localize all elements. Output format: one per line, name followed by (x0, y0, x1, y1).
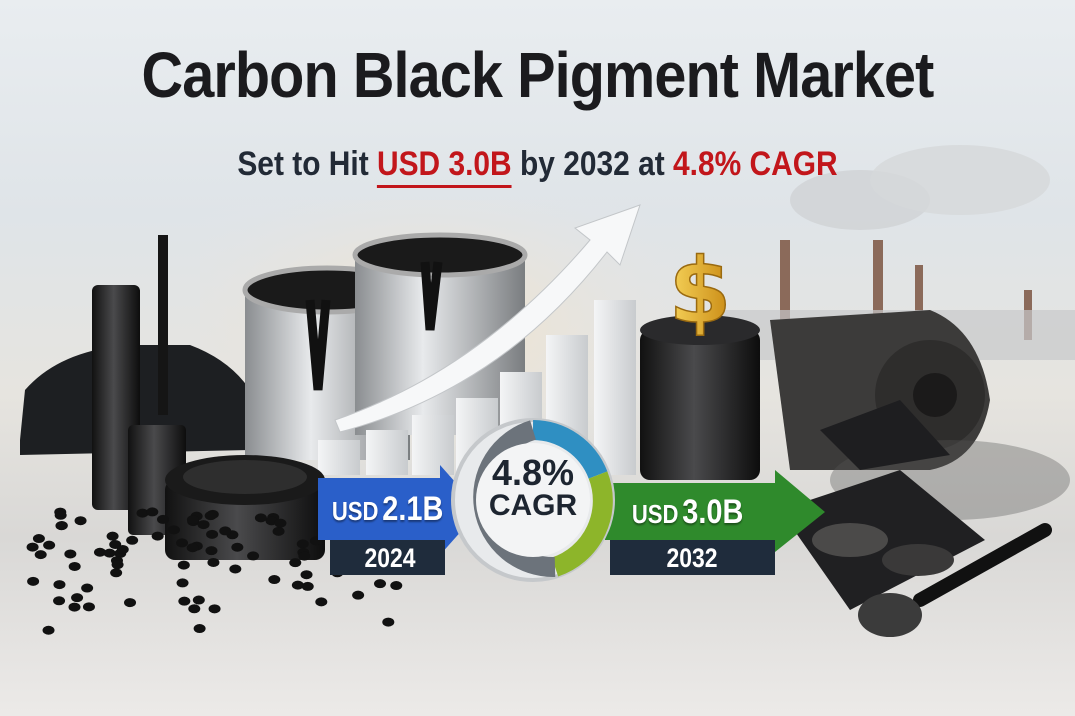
carbon-pellet (390, 581, 403, 591)
start-arrow (318, 465, 480, 555)
carbon-pellet (27, 576, 40, 586)
carbon-pellet (26, 542, 39, 552)
dollar-sign-icon: $ (669, 239, 732, 344)
start-amount: 2.1B (382, 490, 444, 528)
subtitle-cagr: 4.8% CAGR (673, 145, 838, 183)
cagr-label: CAGR (488, 489, 578, 522)
carbon-pellet (68, 602, 81, 612)
carbon-pellet (156, 514, 169, 524)
carbon-pellet (55, 521, 68, 531)
carbon-pellet (206, 529, 219, 539)
carbon-pellet (193, 624, 206, 634)
carbon-pellet (374, 579, 387, 589)
carbon-pellet (82, 602, 95, 612)
carbon-pellet (106, 531, 119, 541)
carbon-pellet (298, 551, 311, 561)
carbon-pellet (177, 560, 190, 570)
cagr-badge: 4.8% CAGR (463, 455, 603, 521)
carbon-pellet (268, 575, 281, 585)
carbon-pellet (42, 625, 55, 635)
carbon-pellet (186, 515, 199, 525)
subtitle-target-value: USD 3.0B (376, 145, 512, 188)
carbon-pellet (197, 520, 210, 530)
carbon-pellet (167, 525, 180, 535)
carbon-pellet (272, 526, 285, 536)
carbon-pellet (186, 543, 199, 553)
subtitle-prefix: Set to Hit (237, 145, 369, 183)
carbon-pellet (176, 578, 189, 588)
carbon-pellet (301, 581, 314, 591)
carbon-pellet (116, 544, 129, 554)
carbon-pellet (64, 549, 77, 559)
carbon-pellet (103, 548, 116, 558)
carbon-pellet (188, 604, 201, 614)
carbon-pellet (178, 596, 191, 606)
carbon-pellet (274, 518, 287, 528)
carbon-pellet (71, 593, 84, 603)
coin-stack (640, 315, 760, 480)
carbon-pellet (81, 583, 94, 593)
makeup-brush-icon (858, 523, 1052, 637)
carbon-pellet (289, 558, 302, 568)
carbon-pellet (111, 560, 124, 570)
start-year: 2024 (364, 543, 416, 573)
end-year: 2032 (666, 543, 718, 573)
carbon-pellet (124, 598, 137, 608)
carbon-pellet (208, 604, 221, 614)
carbon-pellet (53, 596, 66, 606)
carbon-pellet (192, 595, 205, 605)
carbon-pellet (53, 580, 66, 590)
carbon-pellet (247, 551, 260, 561)
mascara-icon (92, 235, 186, 535)
carbon-pellets-icon (26, 507, 403, 635)
carbon-pellet (219, 526, 232, 536)
page-title: Carbon Black Pigment Market (141, 39, 935, 111)
carbon-pellet (382, 617, 395, 627)
carbon-pellet (176, 538, 189, 548)
carbon-pellet (93, 547, 106, 557)
start-value: USD 2.1B (332, 490, 444, 529)
carbon-pellet (136, 508, 149, 518)
end-value: USD 3.0B (632, 493, 744, 532)
carbon-pellet (231, 542, 244, 552)
carbon-pellet (68, 561, 81, 571)
end-currency: USD (631, 499, 679, 529)
carbon-pellet (34, 550, 47, 560)
end-arrow (605, 470, 825, 552)
carbon-pellet (205, 546, 218, 556)
carbon-pellet (74, 516, 87, 526)
carbon-pellet (146, 507, 159, 517)
carbon-pellet (126, 535, 139, 545)
carbon-pellet (229, 564, 242, 574)
carbon-pellet (254, 513, 267, 523)
start-currency: USD (331, 496, 379, 526)
carbon-pellet (207, 557, 220, 567)
carbon-pellet (296, 539, 309, 549)
end-amount: 3.0B (682, 493, 744, 531)
carbon-pellet (151, 531, 164, 541)
growth-arrow-icon (334, 204, 641, 433)
carbon-pellet (315, 597, 328, 607)
subtitle-middle: by 2032 at (519, 145, 665, 183)
carbon-pellet (54, 510, 67, 520)
carbon-pellet (291, 580, 304, 590)
cagr-ring (451, 418, 615, 582)
carbon-pellet (300, 570, 313, 580)
carbon-pellet (352, 590, 365, 600)
pigment-jar-icon (165, 455, 325, 560)
carbon-pellet (204, 511, 217, 521)
carbon-pellet (110, 568, 123, 578)
carbon-pellet (43, 540, 56, 550)
cagr-value: 4.8% (491, 452, 575, 493)
subtitle: Set to Hit USD 3.0B by 2032 at 4.8% CAGR (65, 145, 1011, 188)
carbon-pellet (32, 534, 45, 544)
eyeshadow-palette-icon (780, 400, 985, 610)
